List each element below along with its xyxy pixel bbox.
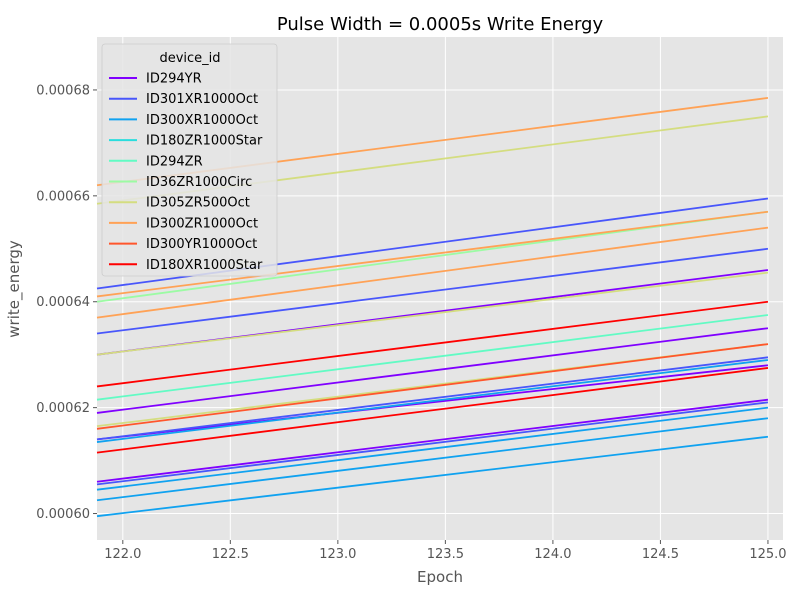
- legend-label: ID294YR: [146, 72, 202, 87]
- y-axis-label: write_energy: [5, 240, 24, 338]
- series-line: [96, 327, 769, 414]
- x-tick-label: 124.0: [534, 547, 571, 562]
- legend-label: ID36ZR1000Circ: [146, 175, 252, 190]
- legend: device_id ID294YR ID301XR1000Oct ID300XR10…: [101, 43, 278, 277]
- legend-box: [101, 43, 278, 277]
- legend-label: ID300XR1000Oct: [146, 113, 258, 128]
- series-line: [96, 343, 769, 430]
- legend-label: ID305ZR500Oct: [146, 196, 250, 211]
- series-lines: [96, 96, 769, 518]
- series-line: [96, 271, 769, 356]
- y-tick-label: 0.00060: [36, 507, 90, 522]
- series-line: [96, 314, 769, 401]
- series-line: [96, 247, 769, 335]
- y-tick-label: 0.00068: [36, 83, 90, 98]
- series-line: [96, 401, 769, 486]
- series-line: [96, 300, 769, 388]
- x-tick-label: 122.5: [212, 547, 249, 562]
- legend-label: ID180ZR1000Star: [146, 134, 263, 149]
- legend-label: ID300YR1000Oct: [146, 237, 257, 252]
- x-tick-label: 123.0: [319, 547, 356, 562]
- x-tick-label: 125.0: [749, 547, 786, 562]
- x-tick-label: 123.5: [427, 547, 464, 562]
- series-line: [96, 210, 769, 298]
- chart-title: Pulse Width = 0.0005s Write Energy: [277, 14, 604, 35]
- y-tick-label: 0.00066: [36, 189, 90, 204]
- series-line: [96, 406, 769, 491]
- series-line: [96, 359, 769, 443]
- series-line: [96, 398, 769, 483]
- legend-label: ID180XR1000Star: [146, 258, 263, 273]
- x-tick-label: 122.0: [104, 547, 141, 562]
- legend-label: ID294ZR: [146, 154, 203, 169]
- legend-label: ID301XR1000Oct: [146, 92, 258, 107]
- series-line: [96, 364, 769, 441]
- legend-title: device_id: [159, 51, 220, 66]
- series-line: [96, 226, 769, 319]
- series-line: [96, 356, 769, 441]
- legend-entries: ID294YR ID301XR1000Oct ID300XR1000Oct ID180…: [109, 72, 263, 273]
- series-line: [96, 367, 769, 454]
- y-axis-ticks: 0.00060 0.00062 0.00064 0.00066 0.00068: [36, 83, 97, 522]
- x-axis-ticks: 122.0 122.5 123.0 123.5 124.0 124.5 125.0: [104, 540, 787, 562]
- y-tick-label: 0.00064: [36, 295, 90, 310]
- x-tick-label: 124.5: [642, 547, 679, 562]
- series-line: [96, 435, 769, 518]
- grid: [97, 37, 783, 540]
- x-axis-label: Epoch: [417, 568, 463, 586]
- legend-label: ID300ZR1000Oct: [146, 216, 258, 231]
- y-tick-label: 0.00062: [36, 401, 90, 416]
- series-line: [96, 417, 769, 502]
